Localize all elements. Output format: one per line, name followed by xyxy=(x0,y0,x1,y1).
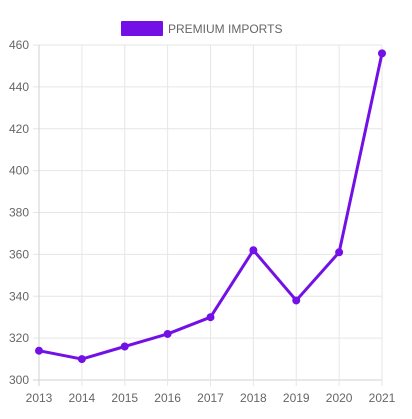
legend[interactable]: PREMIUM IMPORTS xyxy=(121,21,282,36)
x-axis-ticks: 2013 2014 2015 2016 2017 2018 2019 2020 2021 xyxy=(26,391,396,405)
data-point[interactable] xyxy=(163,329,172,338)
y-tick-label: 340 xyxy=(9,289,29,303)
legend-swatch xyxy=(121,21,163,36)
x-tick-label: 2019 xyxy=(283,391,310,405)
y-tick-label: 460 xyxy=(9,38,29,52)
series-premium-imports xyxy=(35,49,386,364)
y-tick-label: 380 xyxy=(9,206,29,220)
data-point[interactable] xyxy=(335,248,344,257)
data-point[interactable] xyxy=(77,355,86,364)
x-tick-label: 2015 xyxy=(111,391,138,405)
x-tick-label: 2021 xyxy=(369,391,396,405)
y-axis-ticks: 300 320 340 360 380 400 420 440 460 xyxy=(9,38,29,387)
y-tick-label: 400 xyxy=(9,164,29,178)
y-tick-label: 420 xyxy=(9,122,29,136)
data-point[interactable] xyxy=(378,49,386,58)
x-tick-label: 2013 xyxy=(26,391,53,405)
data-point[interactable] xyxy=(206,313,215,322)
data-point[interactable] xyxy=(35,346,43,355)
y-tick-label: 320 xyxy=(9,331,29,345)
y-tick-label: 360 xyxy=(9,247,29,261)
x-tick-label: 2020 xyxy=(326,391,353,405)
x-tick-label: 2016 xyxy=(154,391,181,405)
x-tick-label: 2018 xyxy=(240,391,267,405)
legend-label-premium-imports: PREMIUM IMPORTS xyxy=(168,22,282,36)
x-tick-label: 2014 xyxy=(69,391,96,405)
data-point[interactable] xyxy=(292,296,301,305)
y-tick-label: 440 xyxy=(9,80,29,94)
data-point[interactable] xyxy=(120,342,129,351)
data-point[interactable] xyxy=(249,246,258,255)
grid xyxy=(33,44,383,386)
y-tick-label: 300 xyxy=(9,373,29,387)
x-tick-label: 2017 xyxy=(197,391,224,405)
